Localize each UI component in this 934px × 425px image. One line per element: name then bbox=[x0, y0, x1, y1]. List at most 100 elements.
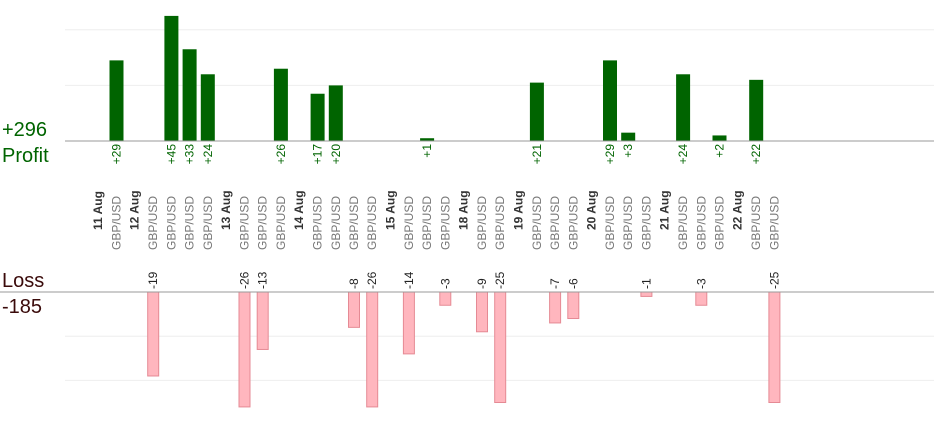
pair-label: GBP/USD bbox=[767, 196, 781, 250]
pair-label: GBP/USD bbox=[713, 196, 727, 250]
loss-value-label: -19 bbox=[146, 271, 160, 289]
profit-bar bbox=[420, 138, 435, 141]
loss-bar bbox=[238, 291, 251, 408]
pair-label: GBP/USD bbox=[475, 196, 489, 250]
loss-bar bbox=[567, 291, 580, 320]
profit-value-label: +45 bbox=[164, 144, 178, 165]
profit-bar bbox=[712, 135, 727, 141]
profit-value-label: +24 bbox=[676, 144, 690, 165]
profit-bars bbox=[109, 15, 764, 142]
loss-bar bbox=[549, 291, 562, 324]
loss-bar bbox=[256, 291, 269, 350]
date-label: 12 Aug bbox=[128, 190, 142, 230]
pair-label: GBP/USD bbox=[676, 196, 690, 250]
profit-value-label: +20 bbox=[329, 144, 343, 165]
date-label: 14 Aug bbox=[292, 190, 306, 230]
loss-bar bbox=[640, 291, 653, 297]
loss-bar bbox=[768, 291, 781, 403]
profit-bar bbox=[109, 60, 124, 141]
profit-bar bbox=[676, 74, 691, 141]
pair-label: GBP/USD bbox=[365, 196, 379, 250]
pair-label: GBP/USD bbox=[110, 196, 124, 250]
pair-label: GBP/USD bbox=[347, 196, 361, 250]
date-label: 13 Aug bbox=[219, 190, 233, 230]
profit-bar bbox=[529, 82, 544, 141]
pair-label: GBP/USD bbox=[201, 196, 215, 250]
pair-label: GBP/USD bbox=[238, 196, 252, 250]
date-label: 22 Aug bbox=[731, 190, 745, 230]
loss-bars bbox=[147, 291, 781, 408]
loss-bar bbox=[476, 291, 488, 333]
profit-total: +296 bbox=[2, 119, 48, 141]
loss-value-label: -9 bbox=[475, 278, 489, 289]
pair-label: GBP/USD bbox=[164, 196, 178, 250]
profit-label: Profit bbox=[2, 145, 49, 167]
loss-bar bbox=[348, 291, 360, 328]
loss-bar bbox=[147, 291, 160, 377]
loss-bar bbox=[366, 291, 379, 408]
loss-total: -185 bbox=[2, 296, 43, 318]
date-label: 15 Aug bbox=[383, 190, 397, 230]
profit-bar bbox=[603, 60, 617, 141]
pair-label: GBP/USD bbox=[694, 196, 708, 250]
loss-label: Loss bbox=[2, 270, 45, 292]
pair-label: GBP/USD bbox=[329, 196, 343, 250]
loss-value-label: -26 bbox=[365, 271, 379, 289]
loss-value-label: -6 bbox=[566, 278, 580, 289]
profit-value-label: +22 bbox=[749, 144, 763, 165]
date-label: 18 Aug bbox=[457, 190, 471, 230]
pair-label: GBP/USD bbox=[402, 196, 416, 250]
loss-value-label: -13 bbox=[256, 271, 270, 289]
date-label: 20 Aug bbox=[585, 190, 599, 230]
profit-bar bbox=[749, 79, 764, 141]
loss-bar bbox=[695, 291, 708, 306]
pair-label: GBP/USD bbox=[146, 196, 160, 250]
pair-label: GBP/USD bbox=[639, 196, 653, 250]
pair-label: GBP/USD bbox=[493, 196, 507, 250]
loss-bar bbox=[494, 291, 507, 403]
loss-bar bbox=[402, 291, 415, 355]
pair-label: GBP/USD bbox=[530, 196, 544, 250]
pair-label: GBP/USD bbox=[603, 196, 617, 250]
pair-label: GBP/USD bbox=[274, 196, 288, 250]
profit-bar bbox=[200, 74, 215, 141]
profit-bar bbox=[273, 68, 288, 141]
pair-label: GBP/USD bbox=[311, 196, 325, 250]
profit-value-label: +3 bbox=[621, 144, 635, 158]
pair-label: GBP/USD bbox=[749, 196, 763, 250]
loss-value-label: -3 bbox=[438, 278, 452, 289]
profit-bar bbox=[328, 85, 343, 141]
loss-bar bbox=[439, 291, 452, 306]
profit-value-label: +2 bbox=[713, 144, 727, 158]
profit-value-label: +1 bbox=[420, 144, 434, 158]
category-labels: 11 Aug GBP/USD +29 12 Aug GBP/USD -19 GBP/USD +… bbox=[91, 144, 781, 289]
loss-value-label: -14 bbox=[402, 271, 416, 289]
profit-bar bbox=[164, 15, 179, 141]
date-label: 21 Aug bbox=[658, 190, 672, 230]
profit-value-label: +24 bbox=[201, 144, 215, 165]
profit-value-label: +29 bbox=[603, 144, 617, 165]
axes bbox=[0, 140, 934, 293]
pair-label: GBP/USD bbox=[420, 196, 434, 250]
pair-label: GBP/USD bbox=[256, 196, 270, 250]
profit-value-label: +33 bbox=[183, 144, 197, 165]
pair-label: GBP/USD bbox=[438, 196, 452, 250]
pair-label: GBP/USD bbox=[621, 196, 635, 250]
profit-bar bbox=[182, 49, 197, 142]
pair-label: GBP/USD bbox=[566, 196, 580, 250]
date-label: 11 Aug bbox=[91, 191, 105, 230]
profit-value-label: +26 bbox=[274, 144, 288, 165]
loss-value-label: -7 bbox=[548, 278, 562, 289]
loss-value-label: -8 bbox=[347, 278, 361, 289]
loss-value-label: -25 bbox=[767, 271, 781, 289]
profit-value-label: +29 bbox=[110, 144, 124, 165]
profit-value-label: +17 bbox=[311, 144, 325, 165]
date-label: 19 Aug bbox=[511, 190, 525, 230]
profit-bar bbox=[310, 93, 325, 141]
pair-label: GBP/USD bbox=[183, 196, 197, 250]
loss-value-label: -3 bbox=[694, 278, 708, 289]
profit-value-label: +21 bbox=[530, 144, 544, 165]
loss-value-label: -26 bbox=[238, 271, 252, 289]
